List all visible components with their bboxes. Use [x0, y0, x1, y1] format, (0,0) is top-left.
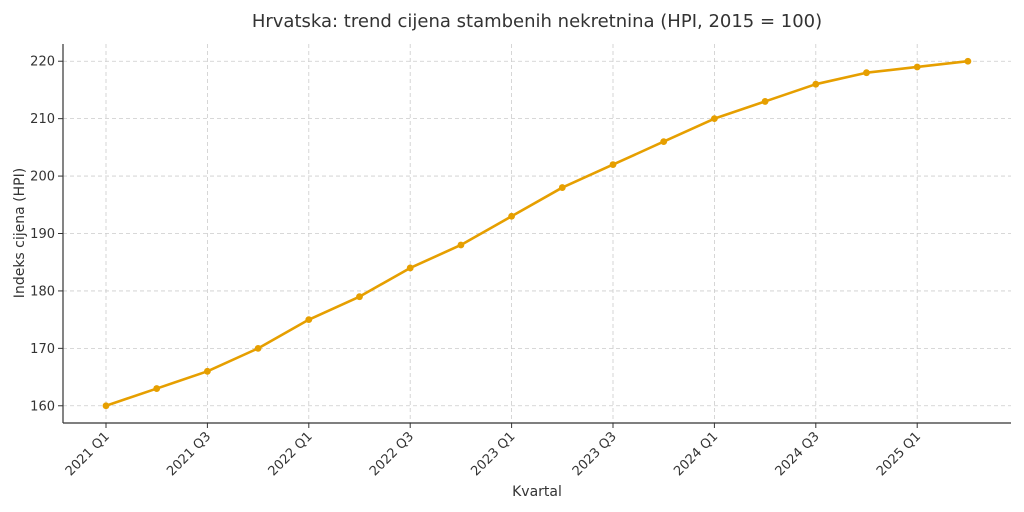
data-point: [761, 98, 769, 105]
y-tick-label: 180: [30, 284, 55, 299]
data-point: [863, 69, 870, 77]
data-point: [254, 344, 262, 352]
data-point: [406, 264, 414, 272]
x-tick-label: 2025 Q1: [874, 429, 924, 479]
x-tick-label: 2021 Q3: [164, 429, 214, 479]
x-axis-title: Kvartal: [512, 484, 562, 500]
data-point: [711, 115, 718, 123]
data-point: [812, 80, 820, 88]
y-tick-label: 190: [30, 227, 55, 242]
data-point: [305, 316, 313, 324]
x-tick-label: 2023 Q3: [570, 429, 620, 479]
series-line: [104, 59, 970, 408]
axes: 160 170 180 190 200 210 220 2021 Q1 2021 Q3 2022 …: [30, 44, 1011, 479]
data-point: [204, 367, 211, 375]
y-tick-label: 200: [30, 170, 55, 185]
data-point: [457, 241, 465, 249]
x-tick-label: 2024 Q3: [773, 429, 823, 479]
x-tick-label: 2024 Q1: [671, 429, 721, 479]
data-point: [913, 63, 921, 71]
data-point: [153, 385, 161, 392]
y-tick-label: 160: [30, 399, 55, 414]
x-tick-label: 2022 Q3: [367, 429, 417, 479]
grid: [63, 44, 1011, 423]
data-point: [508, 212, 515, 220]
series-layer: [102, 57, 972, 410]
y-axis-title: Indeks cijena (HPI): [12, 168, 28, 298]
data-point: [558, 184, 566, 191]
y-tick-label: 220: [30, 55, 55, 70]
data-point: [356, 293, 363, 301]
data-point: [102, 402, 110, 410]
y-tick-label: 210: [30, 112, 55, 127]
chart-title: Hrvatska: trend cijena stambenih nekretn…: [252, 11, 822, 32]
x-tick-label: 2022 Q1: [266, 429, 316, 479]
x-tick-label: 2021 Q1: [63, 429, 113, 479]
data-point: [964, 57, 972, 65]
data-point: [660, 138, 668, 146]
x-tick-label: 2023 Q1: [468, 429, 518, 479]
y-tick-label: 170: [30, 342, 55, 357]
data-point: [609, 161, 617, 168]
